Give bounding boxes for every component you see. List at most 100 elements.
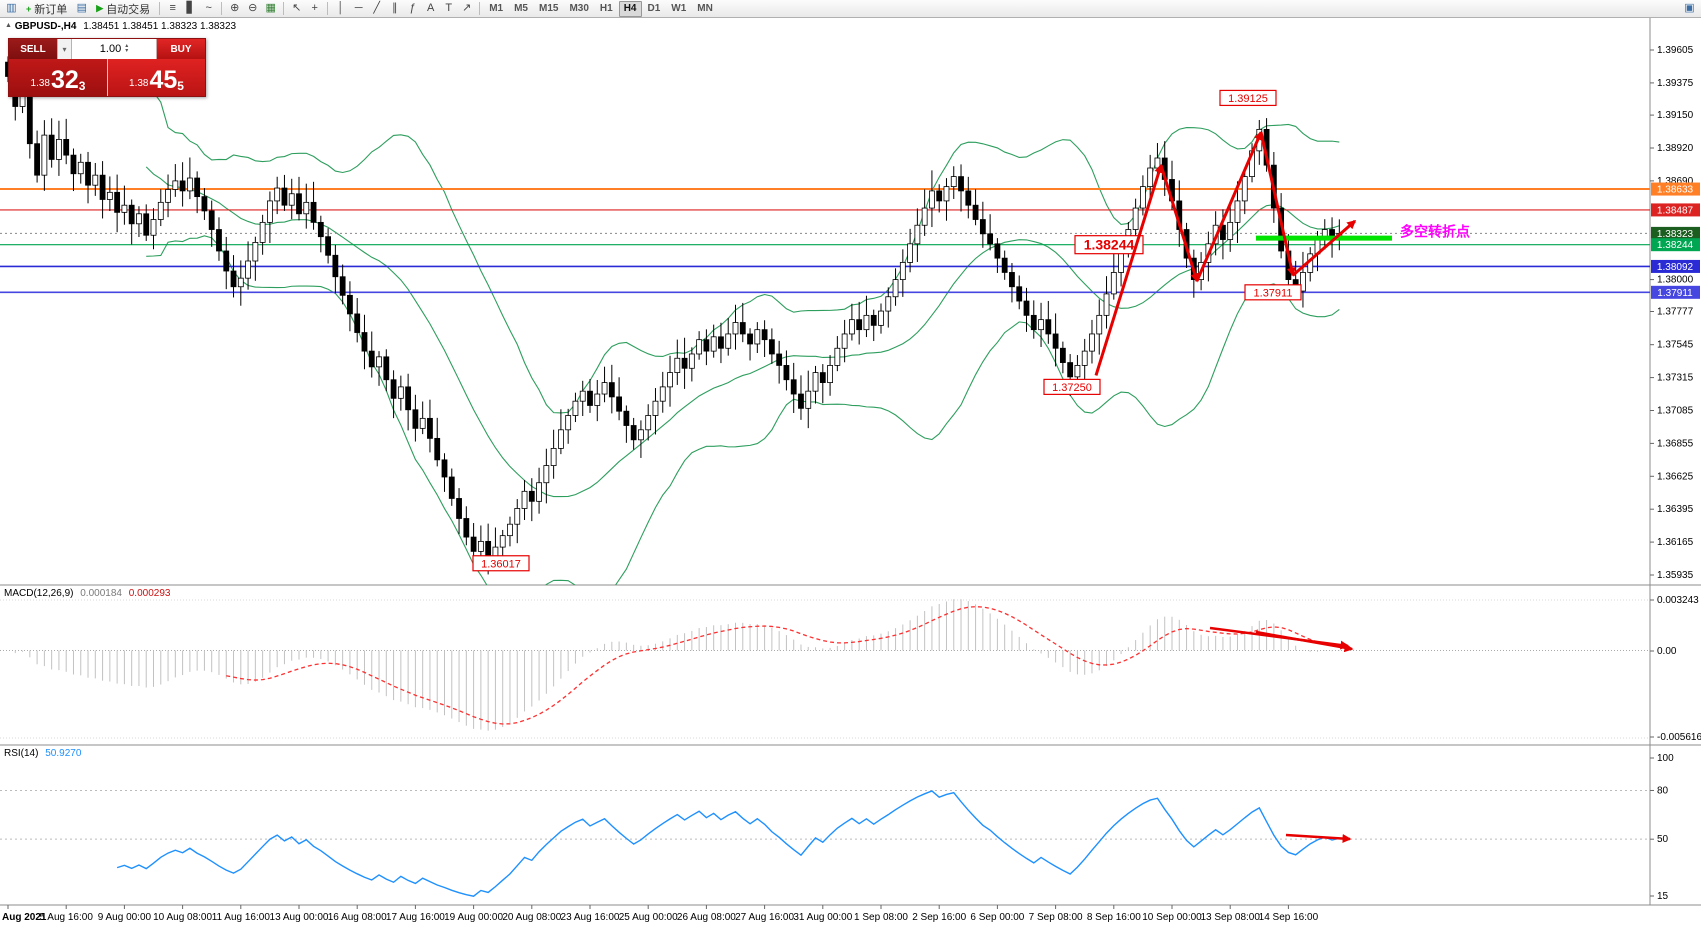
timeframe-m1[interactable]: M1: [489, 2, 504, 14]
ohlc-values: 1.38451 1.38451 1.38323 1.38323: [83, 21, 237, 32]
volume-value: 1.00: [99, 43, 122, 55]
volume-up-button[interactable]: ▴: [125, 43, 129, 49]
text-icon[interactable]: A: [427, 2, 435, 14]
trend-arrow[interactable]: [1195, 130, 1263, 282]
timeframe-w1[interactable]: W1: [671, 2, 687, 14]
trend-arrow[interactable]: [1094, 163, 1164, 376]
price-annotation-box[interactable]: [1244, 284, 1302, 301]
time-axis-label: 25 Aug 00:00: [619, 912, 678, 923]
time-axis-label: 19 Aug 00:00: [444, 912, 503, 923]
macd-signal-line: [226, 606, 1340, 725]
price-badge: [1651, 259, 1700, 273]
timeframe-m5[interactable]: M5: [514, 2, 528, 14]
timeframe-m30[interactable]: M30: [569, 2, 589, 14]
cursor-icon[interactable]: ↖: [292, 2, 302, 14]
macd-signal-value: 0.000293: [128, 588, 171, 599]
price-annotation-box[interactable]: [1043, 378, 1101, 395]
price-annotation-box[interactable]: [472, 555, 530, 572]
time-axis-label: 13 Sep 08:00: [1200, 912, 1260, 923]
tile-windows-icon[interactable]: ▦: [265, 2, 276, 14]
rsi-value: 50.9270: [45, 748, 82, 759]
trend-arrow[interactable]: [1259, 131, 1296, 277]
zoom-in-icon[interactable]: ⊕: [230, 2, 240, 14]
price-badge: [1651, 182, 1700, 196]
price-badge: [1651, 226, 1700, 240]
time-axis-label: 31 Aug 00:00: [793, 912, 852, 923]
rsi-panel: 100 80 50 15: [0, 753, 1674, 902]
price-annotation-label: 1.36017: [481, 558, 521, 570]
price-tick-label: 1.37085: [1657, 405, 1694, 416]
crosshair-icon[interactable]: +: [311, 2, 318, 14]
time-axis-label: Aug 2021: [2, 912, 47, 923]
macd-panel: 0.003243 0.00 -0.005616: [0, 595, 1701, 743]
horizontal-line-icon[interactable]: ─: [354, 2, 363, 14]
price-annotations: 1.39125 1.38244 1.37911 1.37250 1.36017: [472, 89, 1302, 572]
auto-trading-button-label: 自动交易: [106, 3, 151, 16]
price-tick-label: 1.37315: [1657, 373, 1694, 384]
price-badge-label: 1.37911: [1657, 288, 1693, 299]
trend-arrow[interactable]: [1159, 164, 1200, 283]
timeframe-d1[interactable]: D1: [647, 2, 661, 14]
price-annotation-box[interactable]: [1074, 235, 1144, 255]
macd-scale-label: -0.005616: [1657, 732, 1701, 743]
time-axis-label: 9 Aug 00:00: [98, 912, 152, 923]
pivot-note-text[interactable]: 多空转折点: [1400, 223, 1470, 239]
sell-button[interactable]: SELL: [9, 39, 57, 59]
timeframe-h1[interactable]: H1: [599, 2, 613, 14]
rsi-label: RSI(14): [4, 748, 39, 759]
label-icon[interactable]: T: [445, 2, 453, 14]
trend-arrow[interactable]: [1292, 219, 1357, 277]
timeframe-h4[interactable]: H4: [618, 0, 642, 17]
fibonacci-icon[interactable]: ƒ: [409, 2, 416, 14]
rsi-trend-arrow[interactable]: [1285, 833, 1352, 844]
price-tick-label: 1.39375: [1657, 78, 1694, 89]
time-axis-label: 20 Aug 08:00: [502, 912, 561, 923]
trendline-icon[interactable]: ╱: [373, 2, 380, 14]
order-type-dropdown[interactable]: ▾: [57, 39, 72, 59]
price-tick-label: 1.37545: [1657, 340, 1694, 351]
price-tick-label: 1.38920: [1657, 143, 1694, 154]
new-order-button[interactable]: + 新订单: [21, 1, 72, 16]
price-tick-label: 1.36855: [1657, 438, 1694, 449]
rsi-scale-label: 50: [1657, 834, 1669, 845]
bar-chart-type-icon[interactable]: ≡: [169, 2, 176, 14]
price-annotation-box[interactable]: [1219, 89, 1277, 107]
price-tick-label: 1.38000: [1657, 275, 1694, 286]
volume-down-button[interactable]: ▾: [125, 48, 129, 54]
sell-price[interactable]: 1.38 32 3: [9, 59, 107, 96]
macd-trend-arrow[interactable]: [1255, 630, 1354, 653]
auto-trading-button[interactable]: ▶ 自动交易: [91, 1, 155, 16]
timeframe-m15[interactable]: M15: [539, 2, 559, 14]
macd-scale-label: 0.00: [1657, 646, 1677, 657]
arrows-icon[interactable]: ↗: [462, 2, 472, 14]
line-chart-type-icon[interactable]: ~: [205, 2, 212, 14]
time-axis-label: 14 Sep 16:00: [1259, 912, 1319, 923]
price-badge: [1651, 238, 1700, 252]
chart-window-icon[interactable]: ▥: [6, 2, 17, 14]
price-annotation-label: 1.37911: [1254, 287, 1293, 299]
price-scale[interactable]: 1.39605 1.39375 1.39150 1.38920 1.38690 1.380…: [1650, 45, 1700, 581]
window-menu-icon[interactable]: ▣: [1684, 2, 1695, 14]
channel-icon[interactable]: ∥: [391, 2, 398, 14]
time-axis-label: 23 Aug 16:00: [561, 912, 620, 923]
buy-button-label: BUY: [170, 43, 192, 55]
market-watch-icon[interactable]: ▤: [76, 2, 87, 14]
candlestick-type-icon[interactable]: ▋: [186, 2, 195, 14]
timeframe-mn[interactable]: MN: [697, 2, 713, 14]
price-tick-label: 1.39150: [1657, 110, 1694, 121]
price-badge-label: 1.38092: [1657, 262, 1694, 273]
time-axis-label: 10 Sep 00:00: [1142, 912, 1202, 923]
price-tick-label: 1.39605: [1657, 45, 1694, 56]
vertical-line-icon[interactable]: │: [337, 2, 345, 14]
buy-price[interactable]: 1.38 45 5: [107, 59, 205, 96]
buy-button[interactable]: BUY: [156, 39, 205, 59]
symbol-period-label: GBPUSD-,H4: [14, 21, 77, 32]
price-tick-label: 1.36395: [1657, 504, 1694, 515]
price-badge-label: 1.38323: [1657, 229, 1694, 240]
time-axis-label: 1 Sep 08:00: [854, 912, 908, 923]
volume-input[interactable]: 1.00 ▴ ▾: [72, 39, 156, 59]
price-annotation-label: 1.39125: [1228, 93, 1268, 105]
zoom-out-icon[interactable]: ⊖: [248, 2, 258, 14]
